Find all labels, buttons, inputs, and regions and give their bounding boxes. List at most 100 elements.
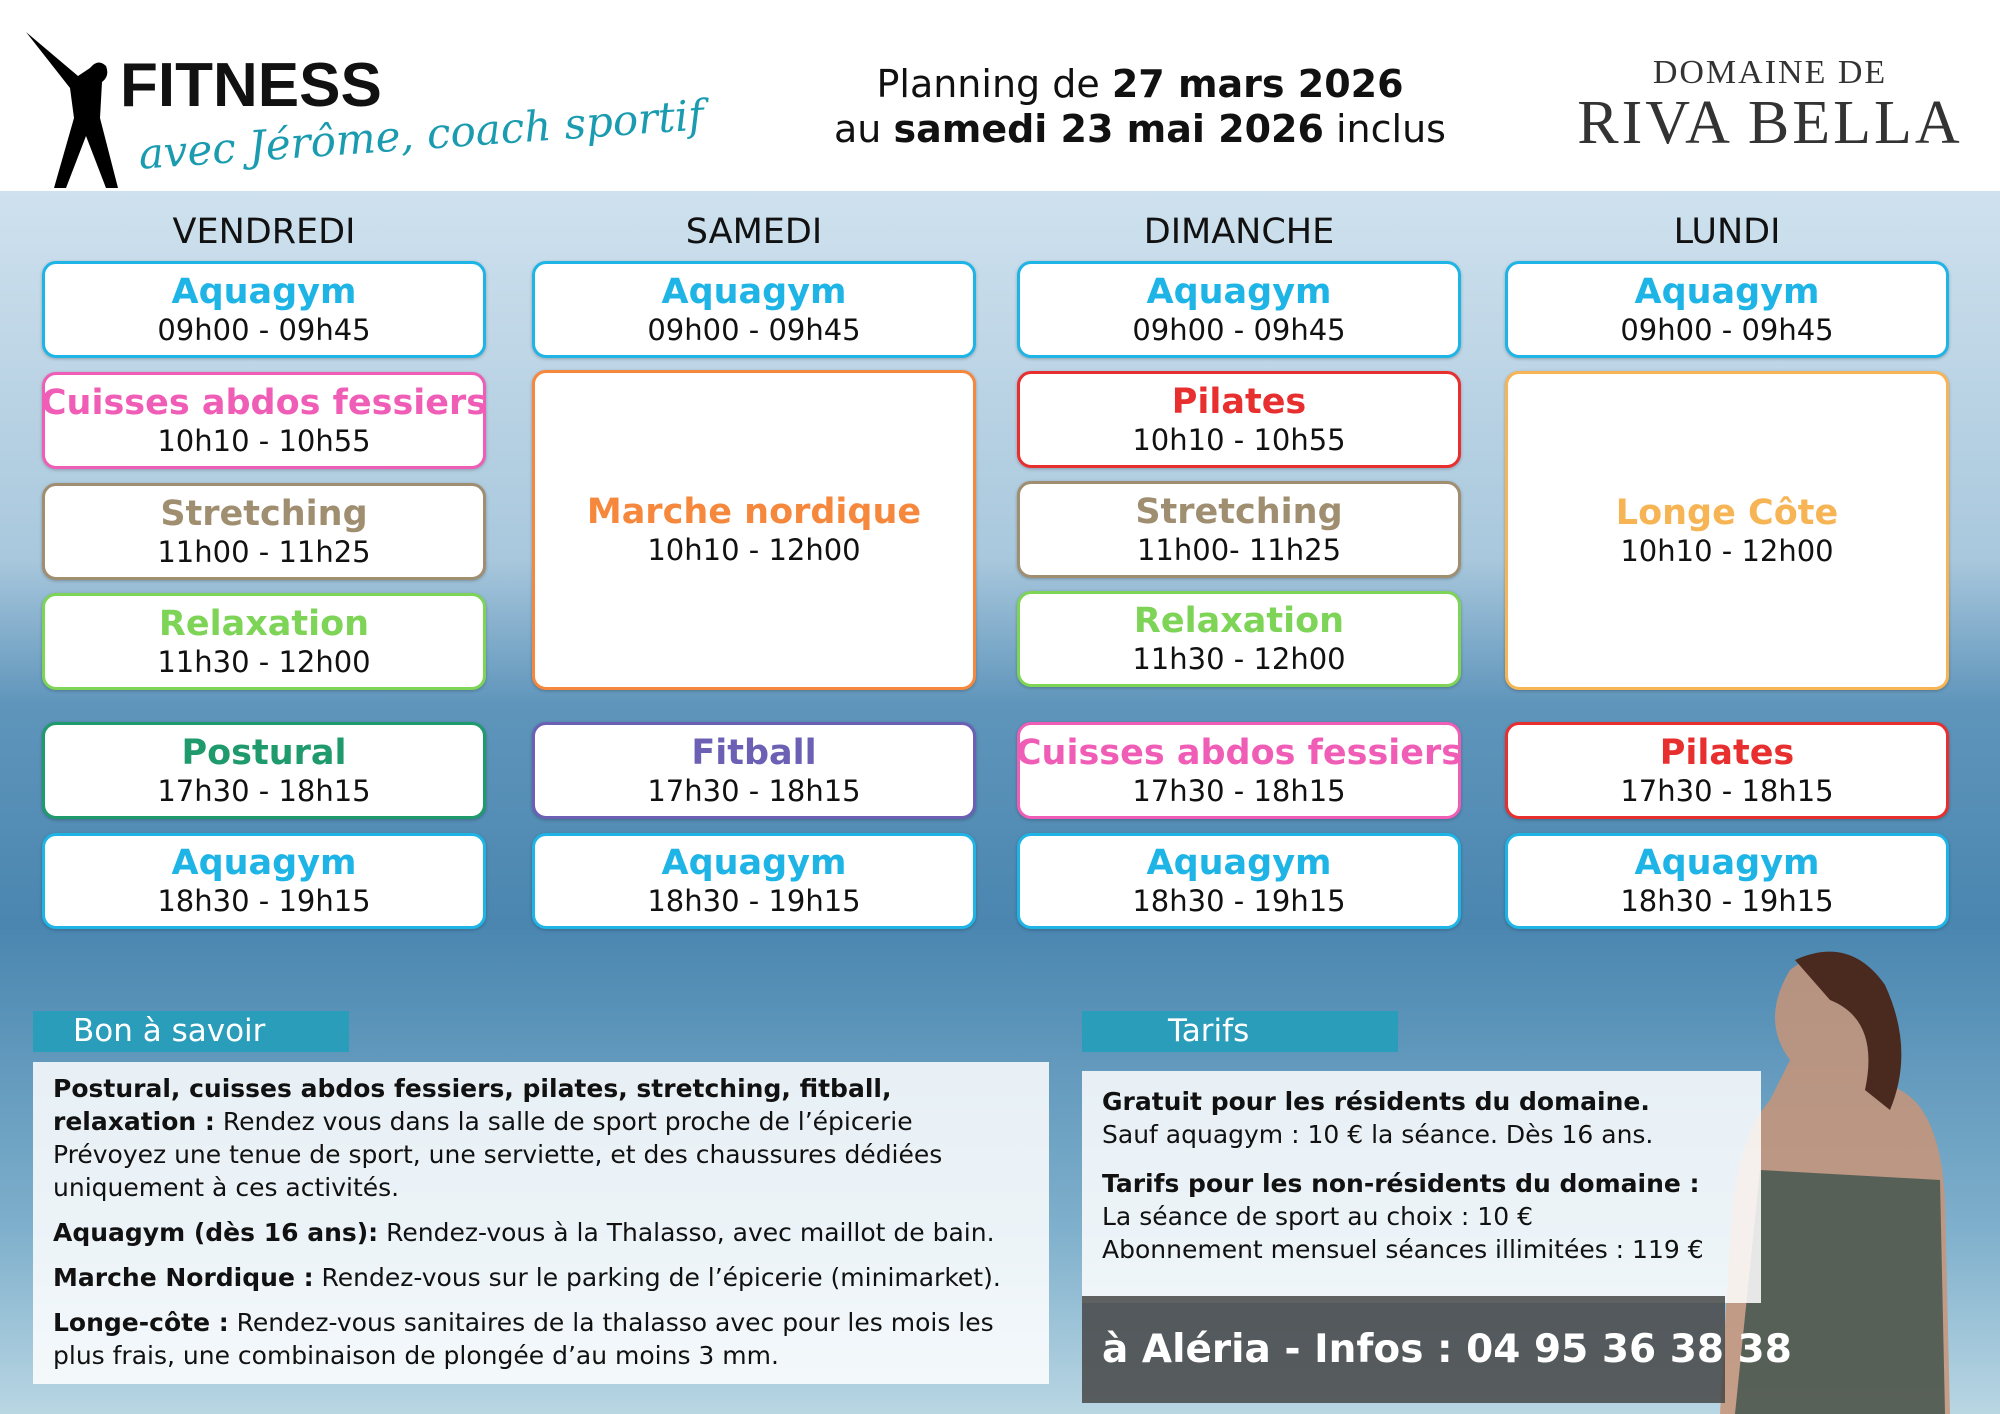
session-box: Pilates 10h10 - 10h55 — [1017, 371, 1461, 468]
paragraph-text: Rendez-vous sur le parking de l’épicerie… — [313, 1263, 1001, 1292]
fitness-icon — [26, 32, 118, 188]
session-time: 11h30 - 12h00 — [1132, 642, 1346, 676]
session-title: Aquagym — [1146, 271, 1332, 312]
session-title: Aquagym — [661, 271, 847, 312]
day-label: DIMANCHE — [1143, 212, 1335, 252]
session-title: Pilates — [1171, 381, 1307, 422]
session-box: Aquagym 18h30 - 19h15 — [1505, 833, 1949, 929]
session-time: 18h30 - 19h15 — [1132, 884, 1346, 918]
brand-line: RIVA BELLA — [1577, 89, 1963, 157]
tarif-line: Sauf aquagym : 10 € la séance. Dès 16 an… — [1102, 1120, 1654, 1149]
session-time: 10h10 - 12h00 — [647, 533, 861, 567]
session-box: Aquagym 09h00 - 09h45 — [42, 261, 486, 358]
person-silhouette — [1720, 951, 1950, 1414]
session-title: Aquagym — [661, 843, 847, 883]
section-tab: Tarifs — [1082, 1011, 1398, 1052]
title: FITNESS — [120, 51, 382, 120]
paragraph-text: Rendez-vous à la Thalasso, avec maillot … — [378, 1218, 995, 1247]
day-label: SAMEDI — [685, 212, 823, 252]
session-box: Stretching 11h00 - 11h25 — [42, 483, 486, 580]
session-time: 10h10 - 10h55 — [1132, 422, 1346, 457]
text: 27 mars 2026 — [1111, 62, 1404, 106]
session-title: Cuisses abdos fessiers — [1015, 732, 1463, 773]
session-time: 09h00 - 09h45 — [1132, 312, 1346, 347]
paragraph: Aquagym (dès 16 ans): Rendez-vous à la T… — [53, 1216, 1029, 1249]
tarif-heading: Tarifs pour les non-résidents du domaine… — [1102, 1169, 1700, 1198]
session-box: Aquagym 18h30 - 19h15 — [42, 833, 486, 929]
day-label: VENDREDI — [172, 212, 356, 252]
session-box: Marche nordique 10h10 - 12h00 — [532, 370, 976, 690]
session-title: Aquagym — [1634, 271, 1820, 312]
paragraph-text: Rendez vous dans la salle de sport proch… — [53, 1107, 943, 1202]
text: inclus — [1323, 107, 1446, 151]
session-time: 11h00- 11h25 — [1136, 532, 1342, 567]
paragraph-lead: Aquagym (dès 16 ans): — [53, 1218, 379, 1247]
session-box: Aquagym 09h00 - 09h45 — [1505, 261, 1949, 358]
session-time: 10h10 - 10h55 — [157, 423, 371, 458]
session-time: 09h00 - 09h45 — [1620, 312, 1834, 347]
paragraph: Postural, cuisses abdos fessiers, pilate… — [53, 1072, 1029, 1204]
session-time: 17h30 - 18h15 — [1132, 773, 1346, 808]
brand: DOMAINE DE RIVA BELLA — [1570, 54, 1970, 154]
session-time: 17h30 - 18h15 — [157, 773, 371, 808]
session-box: Fitball 17h30 - 18h15 — [532, 722, 976, 819]
session-title: Pilates — [1659, 732, 1795, 773]
session-box: Aquagym 18h30 - 19h15 — [532, 833, 976, 929]
paragraph-lead: Postural, cuisses abdos fessiers, pilate… — [53, 1074, 892, 1136]
session-box: Cuisses abdos fessiers 10h10 - 10h55 — [40, 372, 488, 469]
contact-bar: à Aléria - Infos : 04 95 36 38 38 — [1082, 1296, 1792, 1403]
session-time: 11h00 - 11h25 — [157, 534, 371, 569]
session-title: Aquagym — [171, 271, 357, 312]
session-time: 18h30 - 19h15 — [1620, 884, 1834, 918]
tarif-line: La séance de sport au choix : 10 € — [1102, 1202, 1533, 1231]
tarif-heading: Gratuit pour les résidents du domaine. — [1102, 1087, 1650, 1116]
paragraph: Longe-côte : Rendez-vous sanitaires de l… — [53, 1306, 1029, 1372]
session-title: Cuisses abdos fessiers — [40, 382, 488, 423]
session-box: Aquagym 09h00 - 09h45 — [1017, 261, 1461, 358]
section-tab: Bon à savoir — [33, 1011, 349, 1052]
session-title: Fitball — [691, 732, 817, 773]
session-title: Longe Côte — [1615, 492, 1839, 533]
brand-line: DOMAINE DE — [1652, 54, 1888, 91]
tarif-group: Tarifs pour les non-résidents du domaine… — [1102, 1167, 1741, 1266]
text: samedi 23 mai 2026 — [893, 107, 1324, 151]
session-box: Relaxation 11h30 - 12h00 — [42, 593, 486, 690]
paragraph-text: Rendez-vous sanitaires de la thalasso av… — [53, 1308, 994, 1370]
session-title: Stretching — [1135, 491, 1343, 532]
session-box: Longe Côte 10h10 - 12h00 — [1505, 371, 1949, 690]
session-box: Aquagym 18h30 - 19h15 — [1017, 833, 1461, 929]
session-time: 18h30 - 19h15 — [647, 884, 861, 918]
session-time: 18h30 - 19h15 — [157, 884, 371, 918]
day-label: LUNDI — [1673, 212, 1781, 252]
session-box: Relaxation 11h30 - 12h00 — [1017, 591, 1461, 687]
session-time: 09h00 - 09h45 — [647, 312, 861, 347]
session-title: Relaxation — [158, 603, 370, 644]
session-box: Cuisses abdos fessiers 17h30 - 18h15 — [1015, 722, 1463, 819]
paragraph-lead: Marche Nordique : — [53, 1263, 314, 1292]
tarif-group: Gratuit pour les résidents du domaine. Sa… — [1102, 1085, 1741, 1151]
session-time: 10h10 - 12h00 — [1620, 533, 1834, 568]
session-title: Relaxation — [1133, 601, 1345, 641]
session-title: Postural — [181, 732, 347, 773]
planning: Planning de 27 mars 2026 au samedi 23 ma… — [800, 62, 1480, 152]
session-box: Postural 17h30 - 18h15 — [42, 722, 486, 819]
session-title: Aquagym — [171, 843, 357, 883]
header-band — [0, 0, 2000, 191]
session-time: 09h00 - 09h45 — [157, 312, 371, 347]
tarifs-panel: Gratuit pour les résidents du domaine. Sa… — [1082, 1071, 1761, 1303]
session-time: 17h30 - 18h15 — [1620, 773, 1834, 808]
session-title: Stretching — [160, 493, 368, 534]
session-title: Aquagym — [1146, 843, 1332, 883]
tarif-line: Abonnement mensuel séances illimitées : … — [1102, 1235, 1704, 1264]
paragraph: Marche Nordique : Rendez-vous sur le par… — [53, 1261, 1029, 1294]
text: Planning de — [876, 62, 1112, 106]
session-box: Stretching 11h00- 11h25 — [1017, 481, 1461, 578]
paragraph-lead: Longe-côte : — [53, 1308, 229, 1337]
session-time: 17h30 - 18h15 — [647, 773, 861, 808]
session-time: 11h30 - 12h00 — [157, 644, 371, 679]
session-title: Aquagym — [1634, 843, 1820, 883]
text: au — [834, 107, 894, 151]
session-box: Aquagym 09h00 - 09h45 — [532, 261, 976, 358]
session-title: Marche nordique — [586, 492, 922, 532]
